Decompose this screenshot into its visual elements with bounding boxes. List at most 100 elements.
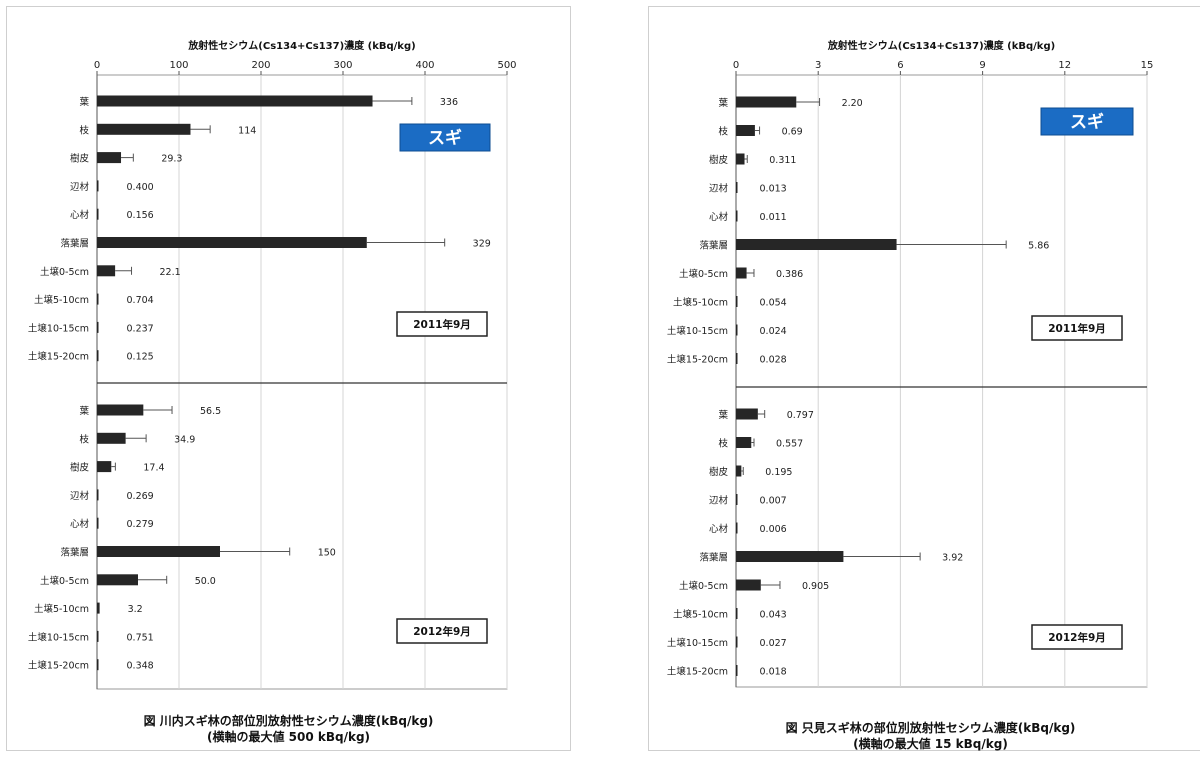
period-box (1031, 624, 1123, 650)
period-box (396, 618, 488, 644)
period-label: 2011年9月 (1048, 322, 1106, 335)
bar (97, 208, 99, 220)
bar (97, 461, 112, 473)
data-label: 0.007 (760, 496, 787, 507)
data-label: 0.311 (769, 155, 796, 166)
category-label: 落葉層 (60, 238, 89, 250)
data-label: 114 (238, 125, 256, 136)
data-label: 0.006 (760, 524, 787, 535)
bar (736, 551, 844, 562)
bar (736, 494, 738, 505)
category-label: 葉 (79, 96, 89, 108)
data-label: 0.018 (760, 667, 787, 678)
data-label: 150 (318, 548, 336, 559)
bar (736, 210, 738, 222)
x-tick-label: 200 (251, 60, 270, 71)
data-label: 0.269 (127, 491, 154, 502)
category-label: 葉 (718, 409, 728, 421)
bar (97, 123, 191, 135)
category-label: 葉 (718, 97, 728, 109)
data-label: 0.69 (782, 127, 803, 138)
x-tick-label: 3 (815, 60, 821, 71)
category-label: 土壌10-15cm (28, 322, 89, 334)
category-label: 辺材 (70, 490, 90, 502)
data-label: 3.2 (128, 604, 143, 615)
bar (736, 324, 738, 336)
data-label: 0.156 (127, 210, 154, 221)
caption-kawauchi: 図 川内スギ林の部位別放射性セシウム濃度(kBq/kg) (横軸の最大値 500… (7, 713, 570, 745)
category-label: 辺材 (709, 495, 729, 507)
chart-svg-kawauchi: 放射性セシウム(Cs134+Cs137)濃度 (kBq/kg) 0 100 200 30… (28, 39, 517, 690)
category-label: 落葉層 (699, 240, 728, 252)
bar (736, 296, 738, 307)
x-tick-label: 12 (1058, 60, 1071, 71)
x-tick-label: 6 (897, 60, 903, 71)
data-label: 0.751 (127, 632, 154, 643)
category-label: 心材 (709, 211, 729, 223)
bar (97, 489, 99, 501)
bar (736, 239, 897, 250)
bar (736, 353, 738, 364)
bar (736, 125, 755, 136)
period-label: 2012年9月 (413, 625, 471, 638)
x-tick-label: 15 (1141, 60, 1154, 71)
data-label: 0.348 (127, 661, 154, 672)
period-label: 2012年9月 (1048, 631, 1106, 644)
bar (97, 630, 99, 642)
x-tick-label: 300 (333, 60, 352, 71)
bar (97, 659, 99, 671)
category-label: 落葉層 (699, 552, 728, 564)
category-label: 土壌5-10cm (34, 294, 89, 306)
category-label: 土壌5-10cm (34, 603, 89, 615)
chart-panel-kawauchi: 放射性セシウム(Cs134+Cs137)濃度 (kBq/kg) 0 100 200 30… (6, 6, 571, 751)
x-tick-label: 0 (733, 60, 739, 71)
category-label: 辺材 (709, 183, 729, 195)
data-label: 22.1 (160, 267, 181, 278)
data-label: 336 (440, 97, 458, 108)
category-label: 枝 (718, 438, 728, 450)
category-label: 樹皮 (70, 153, 90, 165)
plot-frame (735, 74, 1148, 688)
bar (97, 95, 373, 107)
bar (736, 465, 742, 477)
data-label: 0.013 (760, 184, 787, 195)
chart-title: 放射性セシウム(Cs134+Cs137)濃度 (kBq/kg) (827, 39, 1055, 52)
category-label: 土壌0-5cm (40, 266, 89, 278)
category-label: 土壌5-10cm (673, 297, 728, 309)
data-label: 0.279 (127, 519, 154, 530)
bar (736, 153, 745, 165)
bar (97, 293, 99, 305)
bar (97, 237, 367, 248)
x-tick-label: 400 (415, 60, 434, 71)
bar (736, 267, 747, 279)
data-label: 0.028 (760, 355, 787, 366)
category-label: 枝 (79, 124, 89, 136)
data-label: 50.0 (195, 576, 216, 587)
data-label: 0.797 (787, 410, 814, 421)
x-tick-label: 0 (94, 60, 100, 71)
bar (736, 437, 752, 448)
data-label: 0.557 (776, 439, 803, 450)
caption-tadami: 図 只見スギ林の部位別放射性セシウム濃度(kBq/kg) (横軸の最大値 15 … (649, 720, 1200, 752)
category-label: 土壌15-20cm (28, 660, 89, 672)
category-label: 土壌15-20cm (667, 666, 728, 678)
species-badge-label: スギ (1070, 113, 1104, 133)
data-label: 29.3 (161, 154, 182, 165)
category-label: 心材 (70, 209, 90, 221)
data-label: 0.400 (127, 182, 154, 193)
data-label: 0.043 (760, 610, 787, 621)
category-label: 土壌0-5cm (40, 575, 89, 587)
bar (97, 574, 138, 586)
bar (97, 180, 99, 192)
x-tick-label: 9 (979, 60, 985, 71)
bar (97, 517, 99, 529)
category-label: 土壌15-20cm (28, 351, 89, 363)
bar (736, 96, 797, 108)
data-label: 17.4 (143, 463, 164, 474)
data-label: 2.20 (842, 98, 863, 109)
category-label: 土壌10-15cm (667, 325, 728, 337)
caption-line-2: (横軸の最大値 500 kBq/kg) (206, 730, 371, 744)
category-label: 樹皮 (709, 154, 729, 166)
data-label: 0.054 (760, 298, 787, 309)
bar (736, 608, 738, 619)
